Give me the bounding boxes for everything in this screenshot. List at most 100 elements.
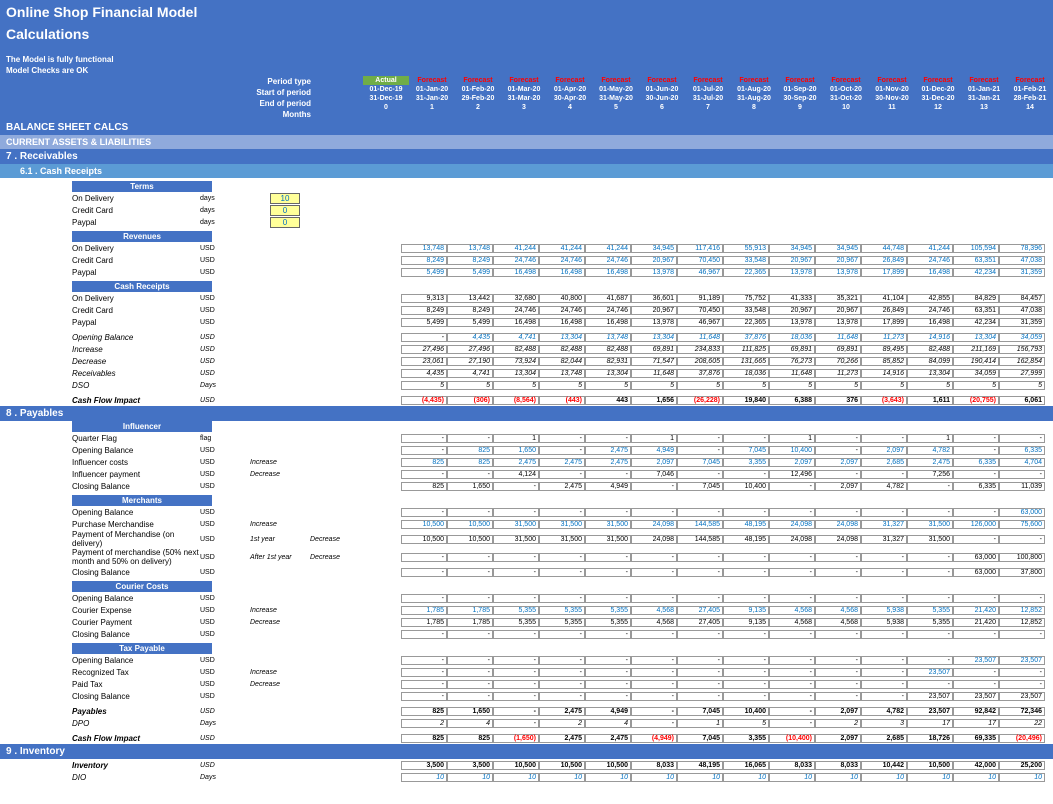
data-cell[interactable]: 10 bbox=[999, 773, 1045, 782]
data-cell[interactable]: 126,000 bbox=[953, 520, 999, 529]
data-cell[interactable]: 41,687 bbox=[585, 294, 631, 303]
data-cell[interactable]: - bbox=[585, 568, 631, 577]
data-cell[interactable]: 8,249 bbox=[447, 256, 493, 265]
data-cell[interactable]: 1,785 bbox=[401, 618, 447, 627]
data-cell[interactable]: 11,039 bbox=[999, 482, 1045, 491]
data-cell[interactable]: - bbox=[539, 668, 585, 677]
data-cell[interactable]: 14,916 bbox=[861, 369, 907, 378]
data-cell[interactable]: - bbox=[539, 553, 585, 562]
data-cell[interactable]: - bbox=[815, 446, 861, 455]
data-cell[interactable]: 16,498 bbox=[907, 318, 953, 327]
data-cell[interactable]: 70,450 bbox=[677, 306, 723, 315]
data-cell[interactable]: 41,104 bbox=[861, 294, 907, 303]
data-cell[interactable]: 75,752 bbox=[723, 294, 769, 303]
data-cell[interactable]: (3,643) bbox=[861, 396, 907, 405]
data-cell[interactable]: 5,499 bbox=[447, 268, 493, 277]
data-cell[interactable]: 2,685 bbox=[861, 734, 907, 743]
data-cell[interactable]: - bbox=[585, 470, 631, 479]
data-cell[interactable]: - bbox=[723, 568, 769, 577]
terms-value[interactable]: 10 bbox=[270, 193, 300, 204]
data-cell[interactable]: 34,059 bbox=[953, 369, 999, 378]
data-cell[interactable]: - bbox=[861, 594, 907, 603]
data-cell[interactable]: - bbox=[539, 630, 585, 639]
data-cell[interactable]: 6,335 bbox=[953, 482, 999, 491]
data-cell[interactable]: 825 bbox=[447, 458, 493, 467]
data-cell[interactable]: - bbox=[447, 680, 493, 689]
data-cell[interactable]: 19,840 bbox=[723, 396, 769, 405]
data-cell[interactable]: 376 bbox=[815, 396, 861, 405]
data-cell[interactable]: 5,499 bbox=[401, 268, 447, 277]
data-cell[interactable]: 44,748 bbox=[861, 244, 907, 253]
data-cell[interactable]: 7,045 bbox=[677, 458, 723, 467]
data-cell[interactable]: 234,833 bbox=[677, 345, 723, 354]
data-cell[interactable]: - bbox=[999, 434, 1045, 443]
data-cell[interactable]: 10,500 bbox=[401, 520, 447, 529]
data-cell[interactable]: 35,321 bbox=[815, 294, 861, 303]
data-cell[interactable]: - bbox=[447, 568, 493, 577]
data-cell[interactable]: 2,475 bbox=[539, 707, 585, 716]
data-cell[interactable]: - bbox=[401, 692, 447, 701]
data-cell[interactable]: 5,499 bbox=[401, 318, 447, 327]
data-cell[interactable]: 1 bbox=[493, 434, 539, 443]
data-cell[interactable] bbox=[355, 294, 401, 303]
data-cell[interactable]: 5 bbox=[539, 381, 585, 390]
data-cell[interactable]: 4,704 bbox=[999, 458, 1045, 467]
data-cell[interactable]: 34,945 bbox=[815, 244, 861, 253]
data-cell[interactable]: (443) bbox=[539, 396, 585, 405]
data-cell[interactable]: 27,190 bbox=[447, 357, 493, 366]
data-cell[interactable]: 85,852 bbox=[861, 357, 907, 366]
data-cell[interactable]: - bbox=[907, 630, 953, 639]
data-cell[interactable]: 10 bbox=[907, 773, 953, 782]
data-cell[interactable]: - bbox=[953, 470, 999, 479]
data-cell[interactable]: 47,038 bbox=[999, 306, 1045, 315]
data-cell[interactable]: - bbox=[769, 553, 815, 562]
data-cell[interactable]: - bbox=[907, 680, 953, 689]
data-cell[interactable]: - bbox=[953, 434, 999, 443]
data-cell[interactable]: 22,365 bbox=[723, 268, 769, 277]
data-cell[interactable]: 4,435 bbox=[447, 333, 493, 342]
data-cell[interactable]: - bbox=[999, 630, 1045, 639]
data-cell[interactable]: 17 bbox=[953, 719, 999, 728]
data-cell[interactable] bbox=[355, 520, 401, 529]
data-cell[interactable]: 31,327 bbox=[861, 535, 907, 544]
data-cell[interactable]: - bbox=[447, 470, 493, 479]
data-cell[interactable]: 8,033 bbox=[815, 761, 861, 770]
data-cell[interactable]: 1,785 bbox=[447, 618, 493, 627]
data-cell[interactable]: 23,507 bbox=[907, 668, 953, 677]
data-cell[interactable]: 825 bbox=[401, 482, 447, 491]
data-cell[interactable] bbox=[355, 734, 401, 743]
data-cell[interactable]: 12,496 bbox=[769, 470, 815, 479]
data-cell[interactable]: 41,244 bbox=[493, 244, 539, 253]
data-cell[interactable]: 208,605 bbox=[677, 357, 723, 366]
data-cell[interactable]: - bbox=[539, 656, 585, 665]
data-cell[interactable]: 20,967 bbox=[815, 306, 861, 315]
data-cell[interactable]: 4,949 bbox=[631, 446, 677, 455]
data-cell[interactable]: - bbox=[585, 680, 631, 689]
data-cell[interactable]: 10,400 bbox=[723, 482, 769, 491]
data-cell[interactable]: 16,498 bbox=[493, 268, 539, 277]
data-cell[interactable]: 23,507 bbox=[953, 656, 999, 665]
data-cell[interactable] bbox=[355, 630, 401, 639]
data-cell[interactable]: 16,065 bbox=[723, 761, 769, 770]
data-cell[interactable]: 82,488 bbox=[585, 345, 631, 354]
data-cell[interactable]: 22,365 bbox=[723, 318, 769, 327]
data-cell[interactable]: 7,045 bbox=[677, 734, 723, 743]
data-cell[interactable]: 13,978 bbox=[631, 268, 677, 277]
data-cell[interactable]: 13,748 bbox=[539, 369, 585, 378]
data-cell[interactable]: 10 bbox=[723, 773, 769, 782]
data-cell[interactable]: 5,355 bbox=[493, 618, 539, 627]
data-cell[interactable]: 4,782 bbox=[861, 482, 907, 491]
data-cell[interactable]: 1,656 bbox=[631, 396, 677, 405]
data-cell[interactable]: 7,256 bbox=[907, 470, 953, 479]
data-cell[interactable]: - bbox=[907, 594, 953, 603]
data-cell[interactable]: 10 bbox=[677, 773, 723, 782]
data-cell[interactable]: 20,967 bbox=[769, 256, 815, 265]
data-cell[interactable]: 10 bbox=[953, 773, 999, 782]
data-cell[interactable]: 10 bbox=[585, 773, 631, 782]
data-cell[interactable]: 2,475 bbox=[585, 458, 631, 467]
data-cell[interactable]: 21,420 bbox=[953, 618, 999, 627]
data-cell[interactable]: 34,945 bbox=[769, 244, 815, 253]
data-cell[interactable]: 10,500 bbox=[585, 761, 631, 770]
data-cell[interactable]: 26,849 bbox=[861, 306, 907, 315]
data-cell[interactable]: 42,855 bbox=[907, 294, 953, 303]
